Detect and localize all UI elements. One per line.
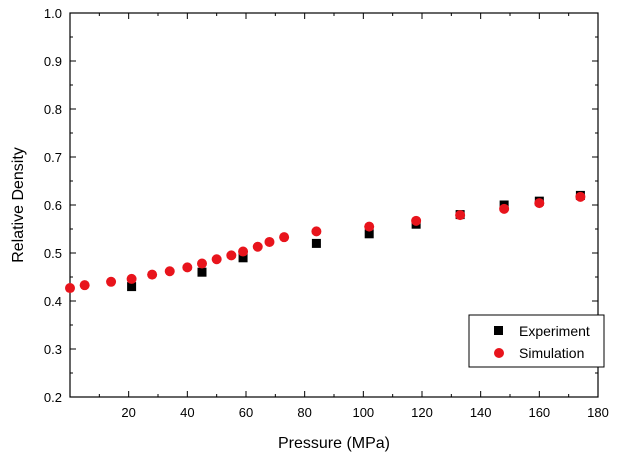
simulation-point xyxy=(211,254,222,265)
simulation-point xyxy=(264,236,275,247)
x-tick-label: 160 xyxy=(528,405,550,420)
simulation-point xyxy=(65,283,75,294)
x-tick-label: 80 xyxy=(297,405,311,420)
y-axis-title: Relative Density xyxy=(10,147,27,263)
y-tick-label: 0.2 xyxy=(44,390,62,405)
x-axis-title: Pressure (MPa) xyxy=(278,435,390,452)
simulation-point xyxy=(575,191,586,202)
y-tick-label: 0.7 xyxy=(44,150,62,165)
experiment-point xyxy=(238,253,248,263)
simulation-point xyxy=(252,241,263,252)
y-axis-tick-labels: 0.2 0.3 0.4 0.5 0.6 0.7 0.8 0.9 1.0 xyxy=(44,6,62,405)
legend-experiment-label: Experiment xyxy=(519,323,590,339)
legend-experiment-marker xyxy=(494,326,503,335)
y-tick-label: 0.5 xyxy=(44,246,62,261)
simulation-point xyxy=(226,250,237,261)
x-tick-label: 60 xyxy=(239,405,253,420)
simulation-point xyxy=(499,203,510,214)
simulation-point xyxy=(455,210,466,221)
simulation-point xyxy=(534,198,545,209)
simulation-point xyxy=(411,215,422,226)
legend-simulation-marker xyxy=(494,348,504,358)
experiment-point xyxy=(127,282,137,292)
simulation-point xyxy=(126,273,137,284)
simulation-point xyxy=(106,276,117,287)
plot-area: 20 40 60 80 100 120 140 160 180 0.20.30.40.50.60… xyxy=(44,6,609,420)
experiment-point xyxy=(197,267,207,277)
simulation-point xyxy=(364,221,375,232)
x-axis-ticks xyxy=(98,13,599,397)
x-tick-label: 180 xyxy=(587,405,609,420)
legend-box xyxy=(468,314,605,368)
x-tick-label: 100 xyxy=(352,405,374,420)
y-tick-label: 0.8 xyxy=(44,102,62,117)
x-axis-tick-labels: 20 40 60 80 100 120 140 160 180 xyxy=(121,405,608,420)
simulation-point xyxy=(197,258,207,269)
y-tick-label: 1.0 xyxy=(44,6,62,21)
simulation-point xyxy=(238,246,249,257)
y-tick-label: 0.4 xyxy=(44,294,62,309)
legend-simulation-label: Simulation xyxy=(519,345,584,361)
y-tick-label: 0.9 xyxy=(44,54,62,69)
simulation-point xyxy=(79,280,90,291)
series-simulation xyxy=(65,191,586,294)
x-tick-label: 40 xyxy=(180,405,194,420)
legend: Experiment Simulation xyxy=(468,314,605,368)
simulation-point xyxy=(147,269,158,280)
x-tick-label: 140 xyxy=(470,405,492,420)
simulation-point xyxy=(182,262,193,273)
experiment-point xyxy=(311,238,321,248)
x-tick-label: 20 xyxy=(121,405,135,420)
y-tick-label: 0.6 xyxy=(44,198,62,213)
simulation-point xyxy=(164,266,175,277)
experiment-point xyxy=(364,229,374,239)
x-tick-label: 120 xyxy=(411,405,433,420)
simulation-point xyxy=(311,226,322,237)
y-tick-label: 0.3 xyxy=(44,342,62,357)
simulation-point xyxy=(279,232,290,243)
series-experiment xyxy=(127,190,585,292)
